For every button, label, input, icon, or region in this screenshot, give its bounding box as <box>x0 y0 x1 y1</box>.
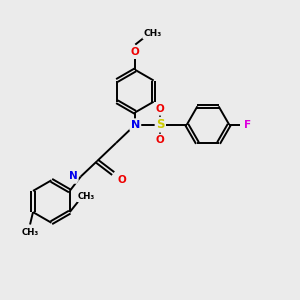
Text: O: O <box>156 104 165 114</box>
Text: O: O <box>117 175 126 185</box>
Text: N: N <box>131 120 140 130</box>
Text: S: S <box>156 118 165 131</box>
Text: F: F <box>244 120 251 130</box>
Text: H: H <box>68 173 76 183</box>
Text: O: O <box>131 47 140 57</box>
Text: CH₃: CH₃ <box>143 29 161 38</box>
Text: O: O <box>156 135 165 145</box>
Text: CH₃: CH₃ <box>21 228 39 237</box>
Text: CH₃: CH₃ <box>77 192 94 201</box>
Text: N: N <box>69 171 78 181</box>
